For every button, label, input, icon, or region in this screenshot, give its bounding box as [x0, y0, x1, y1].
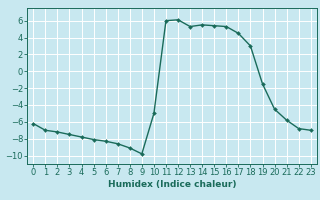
X-axis label: Humidex (Indice chaleur): Humidex (Indice chaleur): [108, 180, 236, 189]
